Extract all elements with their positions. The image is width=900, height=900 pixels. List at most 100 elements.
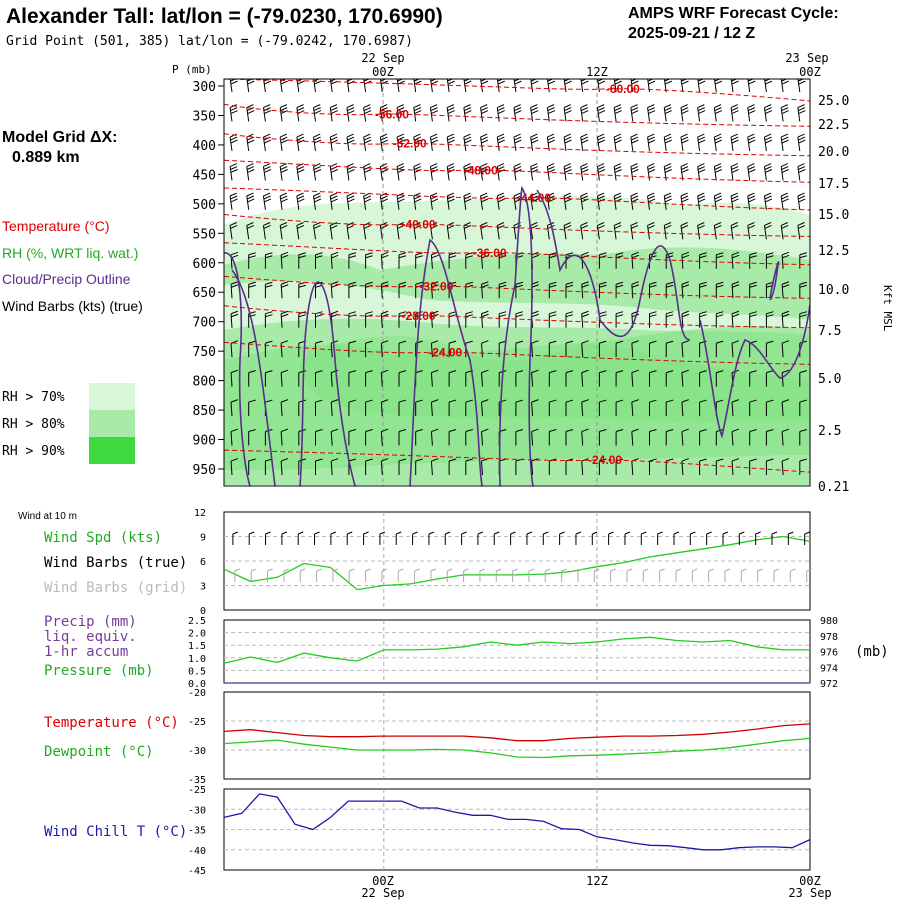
barb-flag bbox=[398, 340, 407, 344]
barb-flag bbox=[447, 75, 454, 78]
barb-flag bbox=[580, 79, 589, 82]
barb-flag bbox=[514, 166, 522, 170]
barb-flag bbox=[397, 75, 404, 78]
wind-barb bbox=[230, 428, 239, 446]
pressure-tick-label: 350 bbox=[193, 109, 216, 124]
wind-barb bbox=[380, 310, 389, 328]
barb-flag bbox=[697, 195, 705, 200]
barb-flag bbox=[246, 107, 255, 112]
wind-barb bbox=[430, 340, 439, 358]
wind-barb-10m bbox=[542, 531, 549, 545]
barb-flag bbox=[464, 80, 472, 85]
pressure-tick-label: 300 bbox=[193, 80, 216, 95]
barb-flag bbox=[666, 281, 674, 285]
barb-staff bbox=[380, 460, 383, 476]
temperature-panel: -20-25-30-35 bbox=[188, 688, 811, 786]
wind-barb bbox=[631, 251, 640, 269]
barb-staff bbox=[697, 136, 701, 151]
barb-flag bbox=[264, 139, 272, 144]
wind-barb bbox=[264, 311, 273, 328]
wind-barb bbox=[731, 281, 740, 299]
barb-flag bbox=[315, 255, 323, 259]
wind-barb bbox=[348, 429, 357, 446]
wind-barb-grid bbox=[757, 568, 763, 582]
wind-barb bbox=[713, 104, 723, 122]
y2-tick-label: 978 bbox=[820, 632, 838, 643]
barb-staff bbox=[413, 166, 417, 181]
barb-flag bbox=[647, 166, 655, 170]
barb-flag bbox=[264, 198, 272, 203]
barb-flag bbox=[248, 255, 256, 259]
barb-flag bbox=[614, 169, 622, 173]
bottom-tick-00z-a: 00Z bbox=[372, 874, 394, 888]
barb-flag bbox=[514, 139, 522, 144]
barb-flag bbox=[781, 340, 790, 344]
wind-barb bbox=[765, 458, 774, 475]
barb-staff bbox=[713, 166, 717, 181]
barb-flag bbox=[380, 80, 389, 85]
wind-barb bbox=[799, 311, 807, 328]
temperature-contour bbox=[224, 213, 810, 237]
barb-flag bbox=[714, 192, 722, 197]
wind-barb bbox=[681, 399, 689, 417]
barb-flag bbox=[515, 284, 524, 288]
wind-barb bbox=[765, 252, 774, 269]
barb-staff bbox=[230, 402, 233, 417]
barb-flag bbox=[664, 80, 672, 85]
wind-barb bbox=[230, 399, 239, 417]
barb-staff bbox=[229, 79, 233, 93]
pressure-tick-label: 450 bbox=[193, 168, 216, 183]
wind-barb bbox=[649, 311, 657, 328]
wind-barb bbox=[262, 79, 272, 93]
rh80-swatch bbox=[89, 410, 135, 437]
barb-flag bbox=[765, 110, 773, 114]
barb-flag bbox=[496, 568, 502, 572]
barb-staff bbox=[546, 136, 550, 151]
barb-flag bbox=[281, 313, 289, 318]
wind-barb-grid bbox=[250, 568, 257, 582]
barb-flag bbox=[463, 104, 471, 109]
wind-barb bbox=[329, 79, 338, 93]
barb-staff bbox=[329, 136, 333, 151]
temperature-contour bbox=[224, 79, 810, 102]
barb-flag bbox=[381, 310, 389, 315]
wind-barb bbox=[665, 399, 674, 417]
wind-barb bbox=[749, 399, 757, 417]
barb-staff bbox=[246, 166, 250, 181]
barb-flag bbox=[716, 458, 724, 462]
barb-flag bbox=[430, 104, 438, 109]
barb-flag bbox=[630, 104, 638, 109]
barb-staff bbox=[230, 460, 233, 476]
barb-staff bbox=[380, 284, 383, 299]
wind-barb bbox=[680, 79, 689, 93]
wind-barb bbox=[465, 429, 473, 446]
wind-barb-grid bbox=[528, 568, 535, 582]
barb-flag bbox=[615, 340, 624, 344]
barb-staff bbox=[480, 136, 483, 151]
wind-barb bbox=[365, 399, 373, 417]
wind-barb bbox=[280, 399, 289, 417]
wind-barb bbox=[797, 192, 806, 210]
barb-flag bbox=[464, 139, 472, 144]
wind-barb bbox=[248, 429, 256, 446]
legend-wind-spd: Wind Spd (kts) bbox=[44, 530, 162, 546]
barb-flag bbox=[497, 198, 505, 203]
barb-flag bbox=[748, 139, 756, 144]
wind-barb bbox=[780, 79, 789, 93]
temperature-contour-label: -48.00 bbox=[464, 163, 498, 177]
barb-flag bbox=[780, 104, 789, 109]
wind-barb bbox=[480, 163, 489, 181]
barb-flag bbox=[747, 136, 756, 141]
barb-staff bbox=[580, 166, 584, 181]
wind-barb bbox=[531, 399, 539, 417]
wind-barb bbox=[481, 399, 489, 417]
barb-flag bbox=[397, 110, 405, 114]
barb-staff bbox=[730, 225, 734, 240]
barb-flag bbox=[480, 225, 488, 229]
barb-staff bbox=[530, 79, 534, 93]
barb-flag bbox=[697, 225, 705, 229]
barb-staff bbox=[780, 136, 784, 151]
barb-staff bbox=[513, 107, 517, 122]
barb-flag bbox=[363, 531, 369, 535]
wind-barb-10m bbox=[232, 531, 239, 545]
